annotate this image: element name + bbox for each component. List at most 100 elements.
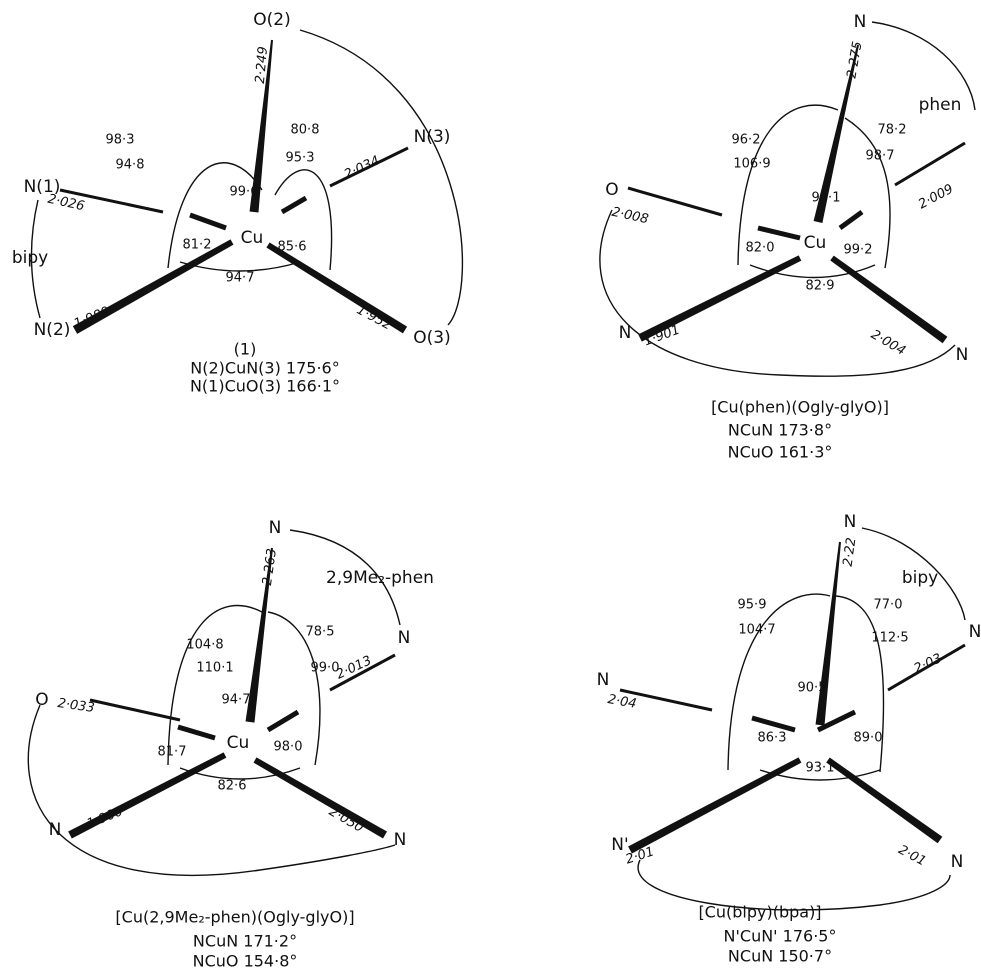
- bond: [619, 688, 713, 712]
- caption-line: (1): [234, 340, 257, 359]
- angle-arc: [179, 261, 301, 272]
- atom-label: O: [35, 690, 48, 710]
- bond: [266, 242, 408, 334]
- bond: [249, 39, 273, 213]
- bond: [59, 188, 164, 214]
- caption-line: N(2)CuN(3) 175·6°: [190, 359, 339, 378]
- caption-line: N(1)CuO(3) 166·1°: [190, 377, 340, 396]
- bond: [838, 209, 864, 231]
- atom-label: N: [398, 628, 411, 648]
- bond-length: 2·249: [253, 46, 271, 84]
- caption-line: NCuN 173·8°: [728, 421, 832, 440]
- angle-label: 80·8: [291, 123, 320, 138]
- angle-label: 86·3: [758, 731, 787, 746]
- bond: [887, 643, 966, 692]
- bond: [177, 724, 216, 741]
- angle-label: 104·7: [738, 623, 775, 638]
- bond: [627, 186, 723, 217]
- angle-label: 82·0: [746, 241, 775, 256]
- angle-label: 82·9: [806, 279, 835, 294]
- atom-label: O(2): [253, 10, 290, 30]
- caption-line: [Cu(phen)(Ogly-glyO)]: [711, 398, 889, 417]
- atom-label: N: [956, 345, 969, 365]
- atom-label: N(2): [34, 320, 71, 340]
- ligand-label: 2,9Me₂-phen: [326, 568, 434, 588]
- angle-label: 98·0: [274, 740, 303, 755]
- bond-length: 2·22: [841, 537, 860, 568]
- bond-length: 2·009: [916, 182, 956, 213]
- ligand-label: bipy: [12, 248, 48, 268]
- bond: [816, 709, 857, 733]
- bond: [894, 141, 966, 187]
- caption-line: N'CuN' 176·5°: [724, 927, 837, 946]
- angle-arc: [749, 264, 876, 279]
- angle-label: 81·2: [183, 238, 212, 253]
- bond: [245, 547, 273, 723]
- angle-label: 95·3: [286, 151, 315, 166]
- bond: [89, 698, 181, 722]
- bond-length: 2·275: [844, 40, 865, 79]
- bond-length: 2·04: [606, 692, 637, 712]
- angle-label: 93·1: [806, 761, 835, 776]
- caption-line: NCuN 150·7°: [728, 947, 832, 966]
- bond: [189, 212, 227, 231]
- angle-label: 78·5: [306, 625, 335, 640]
- angle-label: 94·7: [222, 693, 251, 708]
- atom-label: N: [597, 670, 610, 690]
- bond-length: 2·03: [912, 651, 945, 677]
- atom-label: N: [49, 820, 62, 840]
- bond-length: 2·01: [896, 843, 929, 870]
- bond: [68, 752, 227, 839]
- angle-arc: [167, 604, 263, 766]
- bond: [813, 44, 859, 223]
- bond-length: 1·989: [72, 304, 112, 332]
- caption-line: [Cu(2,9Me₂-phen)(Ogly-glyO)]: [115, 908, 354, 927]
- atom-label: N: [269, 518, 282, 538]
- atom-label: Cu: [804, 233, 827, 253]
- atom-label: N(1): [24, 177, 61, 197]
- angle-arc: [759, 769, 881, 781]
- angle-label: 99·6: [230, 185, 259, 200]
- bond-length: 2·01: [624, 844, 656, 867]
- angle-arc: [267, 611, 321, 766]
- angle-label: 95·9: [738, 598, 767, 613]
- angle-label: 81·7: [158, 745, 187, 760]
- angle-arc: [179, 767, 301, 780]
- bond-length: 2·004: [868, 327, 908, 359]
- ligand-label: phen: [919, 95, 962, 115]
- atom-label: Cu: [227, 733, 250, 753]
- bond: [638, 255, 802, 342]
- angle-label: 89·0: [854, 731, 883, 746]
- angle-label: 106·9: [733, 157, 770, 172]
- angle-label: 94·1: [812, 191, 841, 206]
- bond: [253, 757, 387, 839]
- atom-label: N: [394, 830, 407, 850]
- caption-line: NCuN 171·2°: [193, 932, 297, 951]
- atom-label: N: [844, 512, 857, 532]
- bond: [815, 541, 841, 726]
- angle-label: 82·6: [218, 779, 247, 794]
- bond-length: 1·900: [85, 804, 125, 832]
- angle-arc: [274, 169, 333, 271]
- caption-line: [Cu(bipy)(bpa)]: [698, 903, 821, 922]
- angle-arc: [844, 117, 891, 269]
- atom-label: N': [611, 835, 628, 855]
- ligand-arcs: [27, 21, 976, 911]
- bond-length: 2·034: [342, 153, 382, 182]
- angle-arc: [835, 595, 885, 773]
- angle-arc: [167, 162, 263, 269]
- bond: [751, 715, 796, 733]
- atom-label: O(3): [413, 328, 450, 348]
- angle-label: 98·7: [866, 149, 895, 164]
- bond: [280, 195, 308, 215]
- bond: [329, 146, 409, 188]
- angle-label: 99·2: [844, 243, 873, 258]
- bond: [757, 225, 801, 241]
- bond: [266, 709, 300, 733]
- atom-label: N: [951, 852, 964, 872]
- atom-label: Cu: [241, 228, 264, 248]
- angle-label: 99·0: [311, 661, 340, 676]
- atom-label: O: [605, 180, 618, 200]
- angle-label: 77·0: [874, 598, 903, 613]
- angle-label: 85·6: [278, 240, 307, 255]
